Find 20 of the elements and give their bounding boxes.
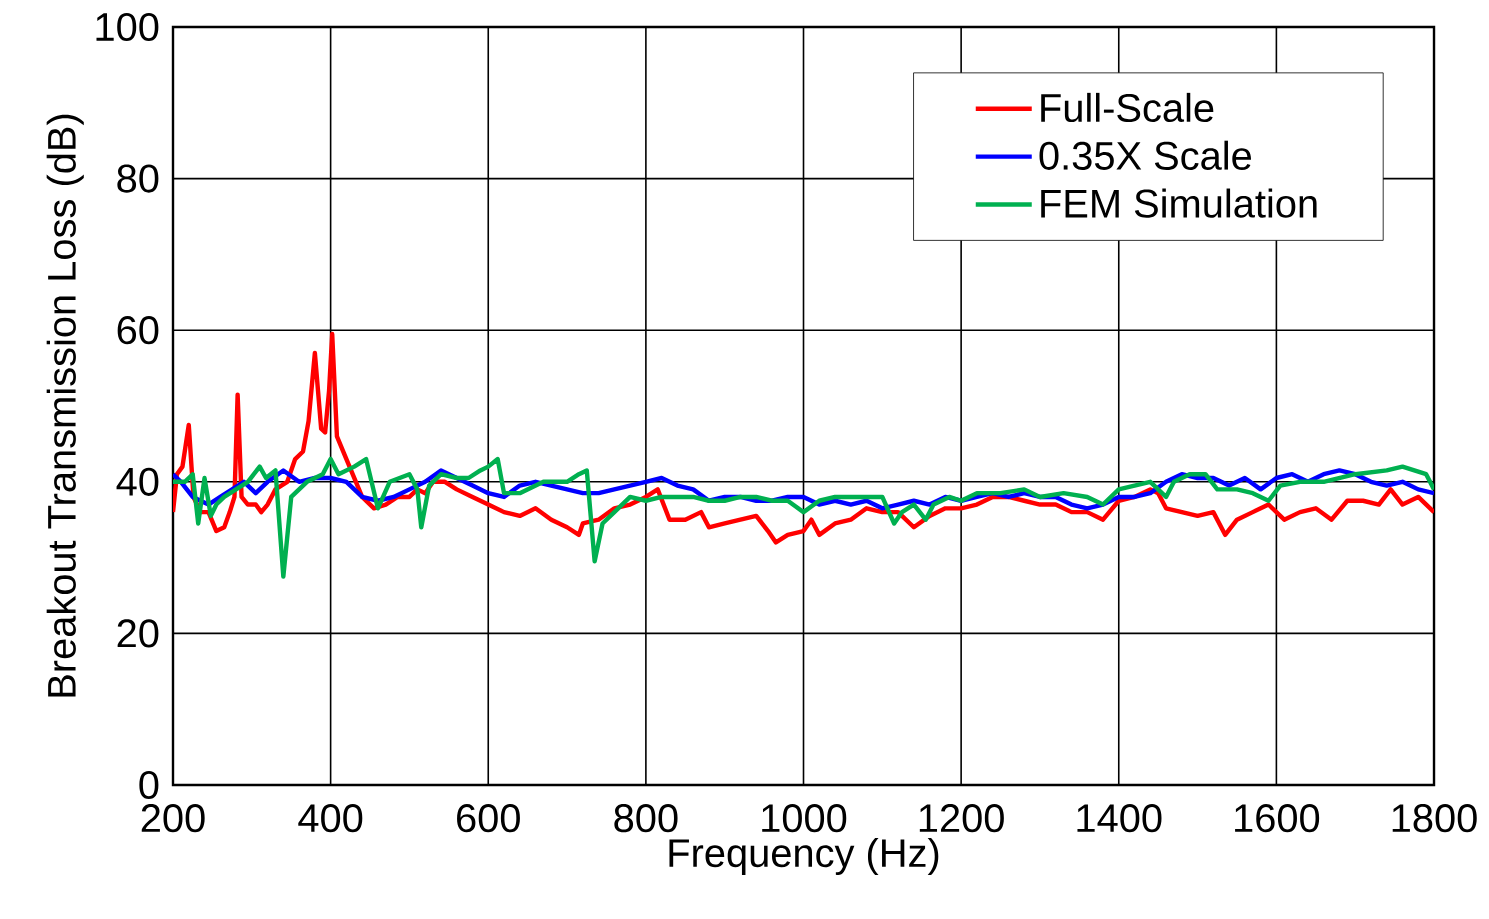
x-axis-title: Frequency (Hz): [669, 837, 939, 876]
legend-label: 0.35X Scale: [1039, 140, 1251, 170]
x-tick-label: 1400: [1077, 804, 1162, 833]
y-tick-label: 80: [117, 164, 159, 193]
x-tick-label: 200: [141, 804, 205, 833]
legend-label: Full-Scale: [1041, 92, 1214, 123]
x-tick-label: 600: [457, 804, 520, 833]
y-tick-label: 0: [139, 770, 159, 800]
y-axis-title: Breakout Transmission Loss (dB): [46, 114, 84, 697]
x-tick-label: 1000: [762, 804, 847, 833]
x-tick-label: 1200: [919, 804, 1004, 833]
y-tick-label: 100: [96, 12, 159, 42]
x-tick-label: 1600: [1235, 804, 1320, 833]
legend-label: FEM Simulation: [1041, 188, 1317, 218]
y-tick-label: 60: [117, 316, 159, 345]
x-tick-label: 800: [614, 804, 678, 833]
y-tick-label: 40: [116, 467, 159, 496]
x-tick-label: 1800: [1392, 804, 1477, 833]
y-tick-label: 20: [117, 619, 159, 648]
x-tick-label: 400: [298, 804, 363, 833]
